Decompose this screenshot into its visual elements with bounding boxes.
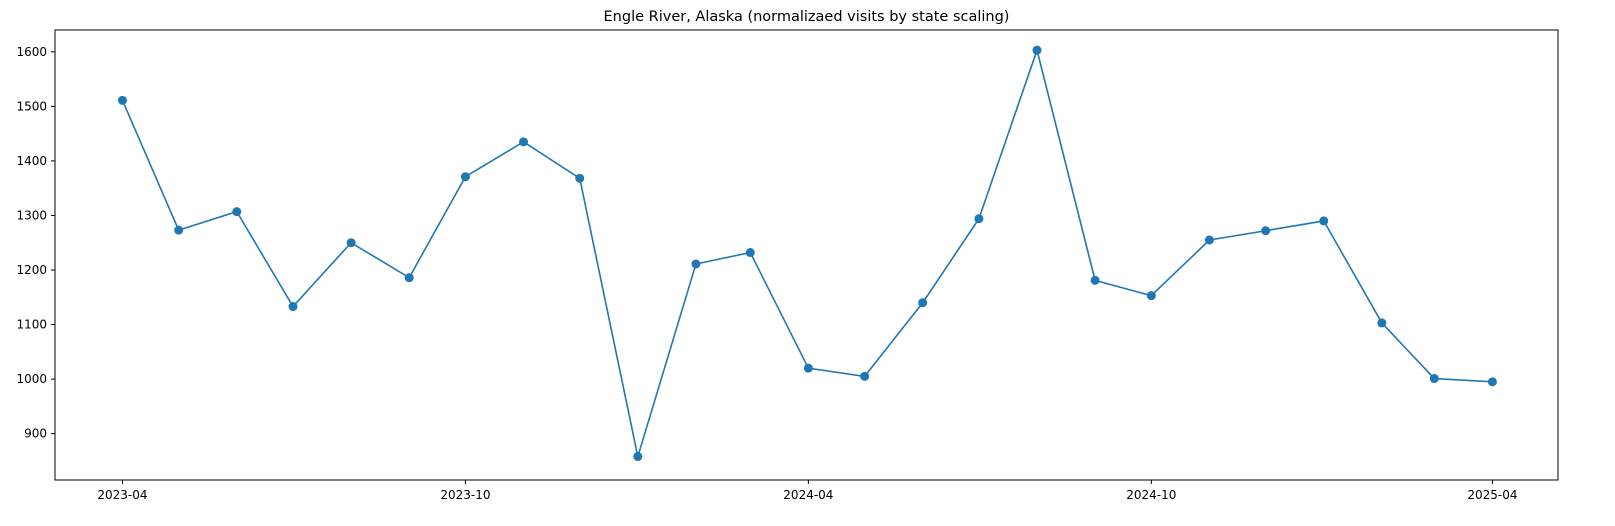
data-point <box>803 363 813 373</box>
data-point <box>1032 45 1042 55</box>
data-point <box>174 225 184 235</box>
data-point <box>1487 377 1497 387</box>
data-point <box>974 214 984 224</box>
y-tick-label: 900 <box>24 427 47 441</box>
data-point <box>460 172 470 182</box>
data-point <box>691 259 701 269</box>
y-tick-label: 1200 <box>16 263 47 277</box>
data-point <box>404 273 414 283</box>
data-point <box>1146 291 1156 301</box>
series-line <box>121 47 1493 457</box>
x-tick-label: 2024-10 <box>1126 488 1176 502</box>
y-tick-label: 1000 <box>16 372 47 386</box>
data-point <box>918 298 928 308</box>
data-point <box>1090 275 1100 285</box>
data-point <box>519 137 529 147</box>
x-tick-label: 2023-10 <box>440 488 490 502</box>
x-tick-label: 2025-04 <box>1467 488 1517 502</box>
plot-area <box>117 45 1497 462</box>
data-point <box>633 452 643 462</box>
data-point <box>288 302 298 312</box>
chart-title: Engle River, Alaska (normalizaed visits … <box>604 9 1010 25</box>
y-tick-label: 1600 <box>16 45 47 59</box>
y-tick-label: 1500 <box>16 99 47 113</box>
data-point <box>117 95 127 105</box>
data-point <box>1319 216 1329 226</box>
y-tick-label: 1400 <box>16 154 47 168</box>
data-point <box>1377 318 1387 328</box>
data-point <box>860 371 870 381</box>
data-point <box>346 238 356 248</box>
y-tick-label: 1300 <box>16 208 47 222</box>
x-axis: 2023-04 2023-10 2024-04 2024-10 2025-04 <box>97 480 1517 502</box>
y-tick-label: 1100 <box>16 318 47 332</box>
x-tick-label: 2023-04 <box>97 488 147 502</box>
y-axis: 900 1000 1100 1200 1300 1400 1500 1600 <box>16 45 55 441</box>
x-tick-label: 2024-04 <box>783 488 833 502</box>
data-point <box>232 207 242 217</box>
data-point <box>1261 226 1271 236</box>
data-point <box>1429 374 1439 384</box>
data-point <box>745 248 755 258</box>
plot-frame <box>54 29 1559 481</box>
data-point <box>575 173 585 183</box>
data-point <box>1204 235 1214 245</box>
